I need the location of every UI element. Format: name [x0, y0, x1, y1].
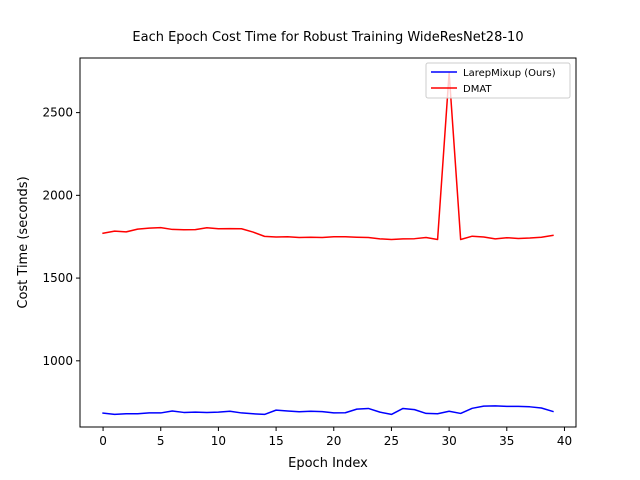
chart-title: Each Epoch Cost Time for Robust Training… [132, 30, 523, 45]
x-axis-label: Epoch Index [288, 456, 368, 471]
legend-label: LarepMixup (Ours) [463, 68, 556, 79]
legend-box [425, 62, 571, 99]
x-axis: 0 5 10 15 20 25 30 35 40 [99, 427, 572, 448]
y-tick-label: 2500 [42, 106, 73, 120]
y-axis: 1000 1500 2000 2500 [42, 106, 80, 368]
x-tick-label: 0 [99, 434, 107, 448]
y-axis-label: Cost Time (seconds) [16, 176, 31, 308]
series-line-larepmixup [102, 405, 554, 416]
series-layer [102, 72, 554, 416]
legend-label: DMAT [463, 84, 492, 95]
x-tick-label: 35 [499, 434, 514, 448]
x-tick-label: 40 [557, 434, 572, 448]
x-tick-label: 15 [268, 434, 283, 448]
x-tick-label: 30 [441, 434, 456, 448]
x-tick-label: 10 [211, 434, 226, 448]
x-tick-label: 20 [326, 434, 341, 448]
y-tick-label: 1000 [42, 354, 73, 368]
series-line-dmat [102, 72, 554, 241]
legend: LarepMixup (Ours) DMAT [425, 62, 571, 99]
y-tick-label: 2000 [42, 188, 73, 202]
plot-frame [79, 57, 577, 428]
y-tick-label: 1500 [42, 271, 73, 285]
x-tick-label: 25 [384, 434, 399, 448]
x-tick-label: 5 [157, 434, 165, 448]
